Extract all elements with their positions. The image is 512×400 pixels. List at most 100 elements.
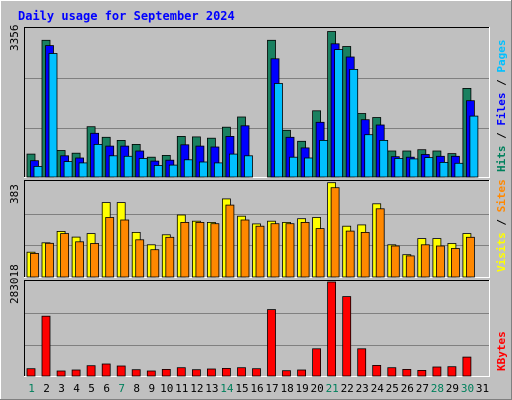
x-tick-label: 27 [416, 382, 429, 395]
bar [315, 228, 325, 278]
bar [270, 223, 280, 278]
x-tick-label: 17 [265, 382, 278, 395]
series-pages [33, 49, 479, 178]
bar [86, 365, 96, 377]
chart-panels: 3356 Hits / Files / Pages 383 Visits / Site… [8, 25, 508, 377]
bar [191, 369, 201, 377]
bar [56, 370, 66, 377]
legend-entry: Hits [495, 146, 508, 173]
x-tick-label: 29 [446, 382, 459, 395]
x-tick-label: 31 [476, 382, 489, 395]
bar [45, 242, 54, 278]
x-tick-label: 23 [356, 382, 369, 395]
bar [225, 204, 235, 278]
x-tick-label: 18 [280, 382, 293, 395]
x-tick-label: 10 [160, 382, 173, 395]
bar [30, 252, 39, 278]
bar [372, 364, 382, 377]
bar [183, 159, 193, 178]
bar [176, 367, 186, 377]
x-axis-day-labels: 1 2 3 4 5 6 7 8 9 10 11 12 13 14 15 16 17 18 19 20 21 22 23 24 2… [28, 382, 489, 395]
x-tick-label: 20 [310, 382, 323, 395]
bar [116, 365, 126, 377]
legend-entry: / [495, 212, 508, 232]
bar [297, 369, 307, 377]
bar [255, 225, 265, 278]
bar [334, 49, 344, 178]
x-tick-label: 5 [88, 382, 95, 395]
legend-entry: / [495, 73, 508, 93]
bar [120, 219, 130, 278]
bar [300, 221, 310, 278]
hits-panel: 3356 Hits / Files / Pages [8, 25, 508, 178]
legend: Visits / Sites [495, 179, 508, 272]
bar [432, 366, 442, 377]
bar [93, 143, 103, 178]
legend-entry: Pages [495, 40, 508, 73]
bar [394, 158, 404, 178]
legend-entry: KBytes [495, 331, 508, 371]
bar [304, 157, 314, 178]
chart-title: Daily usage for September 2024 [18, 9, 235, 23]
x-tick-label: 7 [118, 382, 125, 395]
bar [375, 208, 385, 278]
x-tick-label: 22 [341, 382, 354, 395]
x-tick-label: 13 [205, 382, 218, 395]
x-tick-label: 21 [326, 382, 339, 395]
bar [195, 221, 205, 278]
bar [33, 165, 43, 178]
bar [26, 368, 36, 377]
x-tick-label: 26 [401, 382, 414, 395]
bar [450, 248, 460, 278]
x-tick-label: 2 [43, 382, 50, 395]
bar [282, 370, 291, 377]
bar [360, 231, 370, 278]
bar [131, 369, 141, 377]
bar [60, 233, 69, 278]
series-sites [30, 187, 475, 278]
x-tick-label: 9 [148, 382, 155, 395]
bar [469, 115, 479, 178]
bar [198, 161, 208, 178]
x-tick-label: 6 [103, 382, 110, 395]
bar [285, 223, 295, 278]
bar [138, 158, 148, 178]
bar [289, 156, 298, 178]
x-tick-label: 4 [73, 382, 80, 395]
bar [161, 368, 171, 377]
bar [439, 161, 449, 178]
bar [210, 223, 220, 278]
bar [342, 296, 352, 377]
bar [435, 245, 445, 278]
bar [244, 155, 253, 178]
bar [123, 155, 133, 178]
legend: Hits / Files / Pages [495, 40, 508, 173]
bar [402, 368, 412, 377]
bar [357, 348, 367, 377]
bar [349, 69, 359, 178]
x-tick-label: 11 [175, 382, 188, 395]
x-tick-label: 12 [190, 382, 203, 395]
bar [345, 230, 355, 278]
bar [153, 165, 163, 178]
legend-entry: Visits [495, 232, 508, 272]
bar [390, 245, 400, 278]
bar [41, 315, 51, 377]
bar [150, 249, 160, 278]
x-tick-label: 28 [431, 382, 444, 395]
plot-area [24, 280, 490, 377]
bar [465, 236, 475, 278]
series-kbytes [26, 281, 472, 377]
legend: KBytes [495, 331, 508, 371]
bar [213, 162, 223, 178]
visits-panel: 383 Visits / Sites [8, 179, 508, 278]
bar [221, 367, 231, 377]
bar [180, 221, 190, 278]
bar [71, 369, 81, 377]
y-max-label: 283018 [8, 264, 21, 304]
x-tick-label: 8 [133, 382, 140, 395]
bar [108, 155, 118, 178]
bar [420, 244, 430, 278]
x-tick-label: 24 [371, 382, 385, 395]
bar [312, 348, 322, 377]
